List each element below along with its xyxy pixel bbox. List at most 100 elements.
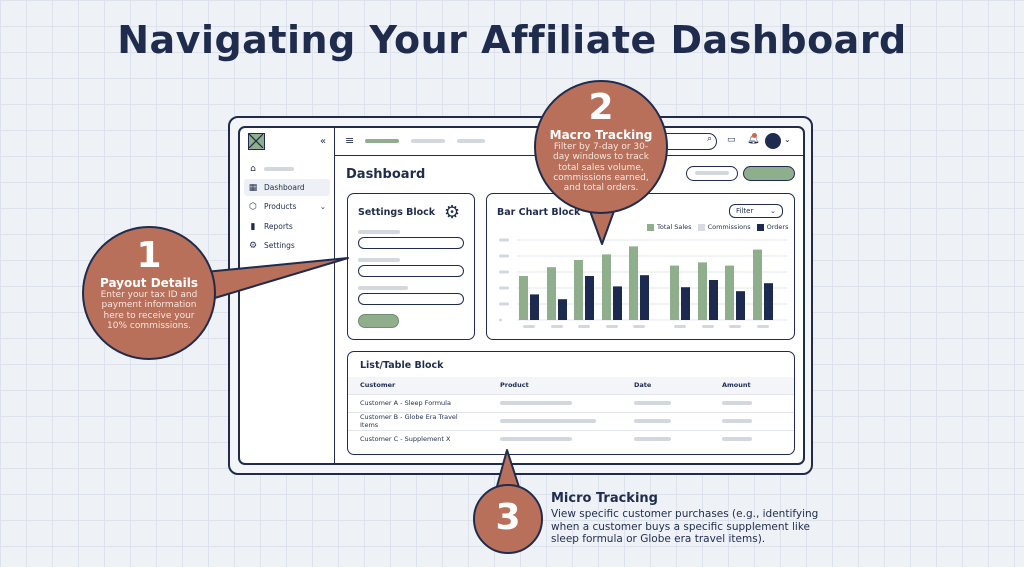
micro-tracking-heading: Micro Tracking bbox=[551, 491, 658, 506]
sidebar-item-label: Dashboard bbox=[264, 183, 305, 192]
legend-item: Orders bbox=[756, 223, 789, 231]
column-header[interactable]: Product bbox=[488, 377, 622, 394]
field-label bbox=[358, 230, 400, 234]
legend-item: Commissions bbox=[697, 223, 751, 231]
callout-heading: Payout Details bbox=[99, 276, 199, 290]
callout-heading: Macro Tracking bbox=[549, 128, 653, 142]
bar-orders bbox=[530, 294, 539, 320]
y-tick-label bbox=[499, 286, 509, 290]
bar-chart bbox=[499, 238, 787, 328]
bell-icon[interactable]: 🔔︎ bbox=[747, 133, 760, 145]
payment-input[interactable] bbox=[358, 293, 464, 305]
bar-chart-block: Bar Chart Block Filter ⌄ Total Sales Commi… bbox=[486, 193, 795, 340]
legend-label: Total Sales bbox=[657, 223, 692, 231]
sidebar: « ⌂ ▦ Dashboard ⬡ Products ⌄ ▮ Reports ⚙ Sett… bbox=[240, 128, 335, 463]
x-tick-label bbox=[633, 325, 645, 328]
legend-swatch bbox=[647, 223, 654, 231]
callout-number: 2 bbox=[588, 87, 614, 128]
sidebar-item-home[interactable]: ⌂ bbox=[244, 160, 330, 177]
filter-label: Filter bbox=[736, 207, 754, 215]
chat-icon[interactable]: ▭ bbox=[727, 135, 736, 145]
nav-tab[interactable] bbox=[411, 139, 445, 143]
legend-label: Orders bbox=[766, 223, 789, 231]
customer-table: Customer Product Date Amount Customer A … bbox=[348, 377, 794, 448]
y-tick-label bbox=[499, 302, 509, 306]
y-tick-label bbox=[499, 238, 509, 242]
table-row[interactable]: Customer C - Supplement X bbox=[348, 429, 794, 448]
tax-id-input[interactable] bbox=[358, 237, 464, 249]
gear-icon: ⚙ bbox=[248, 240, 258, 251]
x-tick-label bbox=[674, 325, 686, 328]
placeholder-bar bbox=[695, 171, 729, 175]
block-title: List/Table Block bbox=[360, 360, 444, 371]
gear-icon[interactable]: ⚙ bbox=[444, 202, 461, 223]
callout-micro-tracking: 3 bbox=[473, 484, 543, 554]
customer-cell: Customer B - Globe Era Travel Items bbox=[348, 411, 488, 430]
settings-block: Settings Block ⚙ bbox=[347, 193, 475, 340]
column-header[interactable]: Amount bbox=[710, 377, 794, 394]
secondary-button[interactable] bbox=[686, 166, 738, 181]
sidebar-item-products[interactable]: ⬡ Products ⌄ bbox=[244, 198, 330, 215]
legend-item: Total Sales bbox=[647, 223, 692, 231]
x-tick-label bbox=[578, 325, 590, 328]
logo-icon bbox=[248, 133, 265, 150]
page-title: Dashboard bbox=[346, 167, 426, 182]
sidebar-item-label: Reports bbox=[264, 222, 293, 231]
x-tick-label bbox=[757, 325, 769, 328]
x-tick-label bbox=[523, 325, 535, 328]
bar-total-sales bbox=[670, 265, 679, 320]
nav-tab-active[interactable] bbox=[365, 139, 399, 143]
home-icon: ⌂ bbox=[250, 163, 256, 174]
sidebar-item-dashboard[interactable]: ▦ Dashboard bbox=[244, 179, 330, 196]
column-header[interactable]: Date bbox=[622, 377, 710, 394]
legend-label: Commissions bbox=[707, 223, 751, 231]
callout-1-pointer bbox=[204, 257, 349, 301]
x-tick-label bbox=[729, 325, 741, 328]
nav-tab[interactable] bbox=[457, 139, 485, 143]
x-tick-label bbox=[551, 325, 563, 328]
dashboard-window: « ⌂ ▦ Dashboard ⬡ Products ⌄ ▮ Reports ⚙ Sett… bbox=[238, 126, 805, 465]
bar-total-sales bbox=[602, 254, 611, 320]
bar-total-sales bbox=[629, 246, 638, 320]
primary-button[interactable] bbox=[743, 166, 795, 181]
filter-dropdown[interactable]: Filter ⌄ bbox=[729, 204, 783, 218]
column-header[interactable]: Customer bbox=[348, 377, 488, 394]
x-tick-label bbox=[606, 325, 618, 328]
chevron-down-icon: ⌄ bbox=[770, 207, 776, 215]
placeholder-bar bbox=[264, 166, 294, 171]
callout-number: 1 bbox=[136, 235, 162, 276]
list-table-block: List/Table Block Customer Product Date A… bbox=[347, 351, 795, 455]
avatar[interactable] bbox=[765, 133, 781, 149]
box-icon: ⬡ bbox=[249, 201, 257, 212]
sidebar-item-label: Products bbox=[264, 202, 297, 211]
payment-input[interactable] bbox=[358, 265, 464, 277]
grid-icon: ▦ bbox=[248, 182, 258, 193]
table-row[interactable]: Customer A - Sleep Formula bbox=[348, 393, 794, 412]
y-tick-label bbox=[499, 270, 509, 274]
y-tick-label bbox=[499, 318, 502, 322]
legend-swatch bbox=[697, 223, 705, 231]
menu-icon[interactable]: ≡ bbox=[345, 134, 355, 147]
callout-macro-tracking: 2 Macro Tracking Filter by 7-day or 30-d… bbox=[534, 80, 668, 214]
sidebar-item-reports[interactable]: ▮ Reports bbox=[244, 218, 330, 235]
bar-chart-icon: ▮ bbox=[250, 221, 256, 232]
field-label bbox=[358, 258, 400, 262]
callout-body: Enter your tax ID and payment informatio… bbox=[100, 290, 198, 332]
bar-total-sales bbox=[725, 265, 734, 320]
block-title: Bar Chart Block bbox=[497, 207, 581, 218]
save-button[interactable] bbox=[358, 314, 399, 328]
bar-total-sales bbox=[753, 249, 762, 320]
notification-dot bbox=[752, 133, 757, 138]
collapse-icon[interactable]: « bbox=[320, 136, 327, 147]
bar-orders bbox=[709, 280, 718, 320]
sidebar-item-settings[interactable]: ⚙ Settings bbox=[244, 237, 330, 254]
table-header: Customer Product Date Amount bbox=[348, 377, 794, 394]
bar-orders bbox=[558, 299, 567, 320]
chart-legend: Total Sales Commissions Orders bbox=[647, 223, 788, 231]
y-tick-label bbox=[499, 254, 509, 258]
table-row[interactable]: Customer B - Globe Era Travel Items bbox=[348, 411, 794, 430]
chevron-down-icon[interactable]: ⌄ bbox=[784, 135, 791, 144]
bar-orders bbox=[613, 286, 622, 320]
search-icon: ⌕ bbox=[706, 134, 712, 144]
bar-total-sales bbox=[519, 276, 528, 320]
